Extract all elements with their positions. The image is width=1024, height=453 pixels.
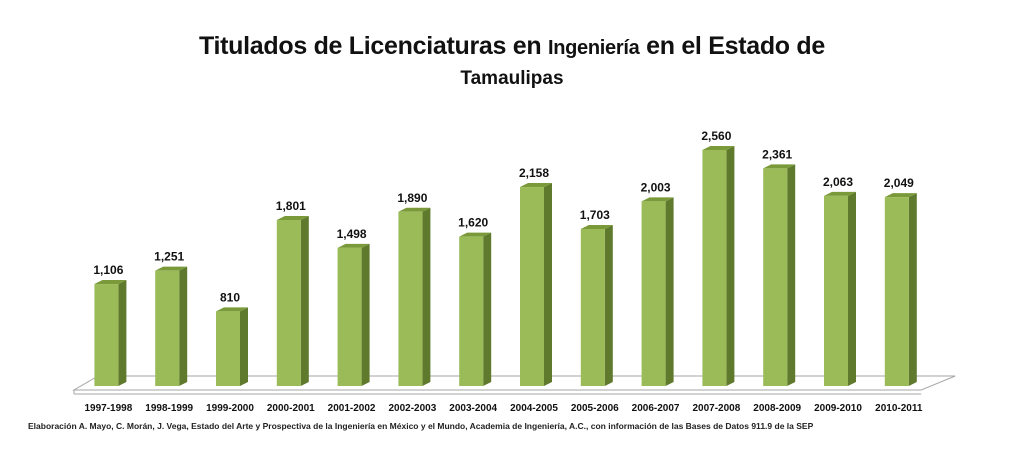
value-label: 1,801 — [276, 199, 306, 213]
category-label: 2005-2006 — [571, 403, 619, 414]
category-label: 2007-2008 — [692, 403, 740, 414]
bar-top — [702, 146, 735, 150]
bar-top — [398, 207, 431, 212]
value-label: 810 — [220, 290, 240, 304]
bar — [520, 187, 544, 386]
bar-top — [337, 243, 370, 248]
bar-side — [361, 243, 370, 386]
bar-top — [641, 197, 674, 202]
bar-side — [787, 164, 796, 386]
bar-top — [763, 164, 796, 169]
bar-top — [155, 266, 188, 271]
category-label: 2000-2001 — [267, 403, 315, 414]
bar-top — [580, 225, 613, 230]
bar-side — [300, 215, 309, 386]
source-note: Elaboración A. Mayo, C. Morán, J. Vega, … — [28, 421, 814, 431]
value-label: 1,620 — [458, 216, 488, 230]
bar-top — [459, 232, 492, 237]
bar — [155, 270, 180, 386]
bar-top — [216, 307, 248, 312]
category-label: 1997-1998 — [84, 403, 132, 414]
category-label: 2001-2002 — [328, 403, 376, 414]
value-label: 1,498 — [337, 227, 367, 241]
bar-side — [848, 191, 856, 386]
bar — [641, 201, 666, 386]
bar-side — [118, 280, 127, 386]
value-label: 1,251 — [154, 250, 184, 264]
title-text-c: en el Estado de — [639, 32, 825, 60]
chart-title-line2: Tamaulipas — [460, 68, 564, 89]
bar-side — [604, 225, 613, 386]
title-text-b: Ingeniería — [547, 37, 640, 59]
bar-top — [94, 280, 127, 285]
category-label: 2006-2007 — [632, 403, 680, 414]
bar — [398, 211, 423, 386]
bar-side — [726, 146, 735, 386]
bar — [459, 236, 484, 386]
bar — [702, 150, 727, 386]
bar — [884, 197, 909, 386]
bar-side — [483, 232, 492, 386]
bar-side — [908, 193, 917, 386]
bar — [94, 284, 119, 386]
bar — [337, 247, 362, 386]
value-label: 1,703 — [580, 208, 610, 222]
title-text-a: Titulados de Licenciaturas en — [198, 32, 548, 60]
bar — [276, 219, 301, 386]
bar-side — [665, 197, 674, 386]
bar-top — [520, 183, 552, 188]
category-label: 2008-2009 — [753, 403, 801, 414]
chart-floor — [72, 375, 956, 391]
value-label: 2,361 — [762, 147, 792, 161]
bar-top — [276, 215, 309, 220]
bar-side — [179, 266, 188, 386]
bar-side — [544, 183, 552, 386]
value-label: 2,003 — [641, 180, 671, 194]
category-label: 2010-2011 — [875, 403, 923, 414]
value-label: 2,049 — [884, 176, 914, 190]
bar — [580, 229, 605, 386]
category-label: 1998-1999 — [145, 403, 193, 414]
value-label: 2,158 — [519, 166, 549, 180]
category-label: 2002-2003 — [388, 403, 436, 414]
bar-top — [884, 193, 917, 198]
bar-top — [824, 191, 856, 196]
chart-title: Titulados de Licenciaturas en Ingeniería… — [0, 30, 1024, 92]
value-label: 2,560 — [701, 129, 731, 143]
bar — [216, 311, 240, 386]
chart-title-line1: Titulados de Licenciaturas en Ingeniería… — [0, 30, 1024, 64]
value-label: 1,106 — [93, 263, 123, 277]
bar — [763, 168, 788, 386]
value-label: 2,063 — [823, 175, 853, 189]
category-label: 1999-2000 — [206, 403, 254, 414]
bar-side — [240, 307, 248, 386]
category-label: 2009-2010 — [814, 403, 862, 414]
category-label: 2004-2005 — [510, 403, 558, 414]
category-label: 2003-2004 — [449, 403, 497, 414]
bar-side — [422, 207, 431, 386]
bar — [824, 195, 848, 386]
value-label: 1,890 — [397, 191, 427, 205]
